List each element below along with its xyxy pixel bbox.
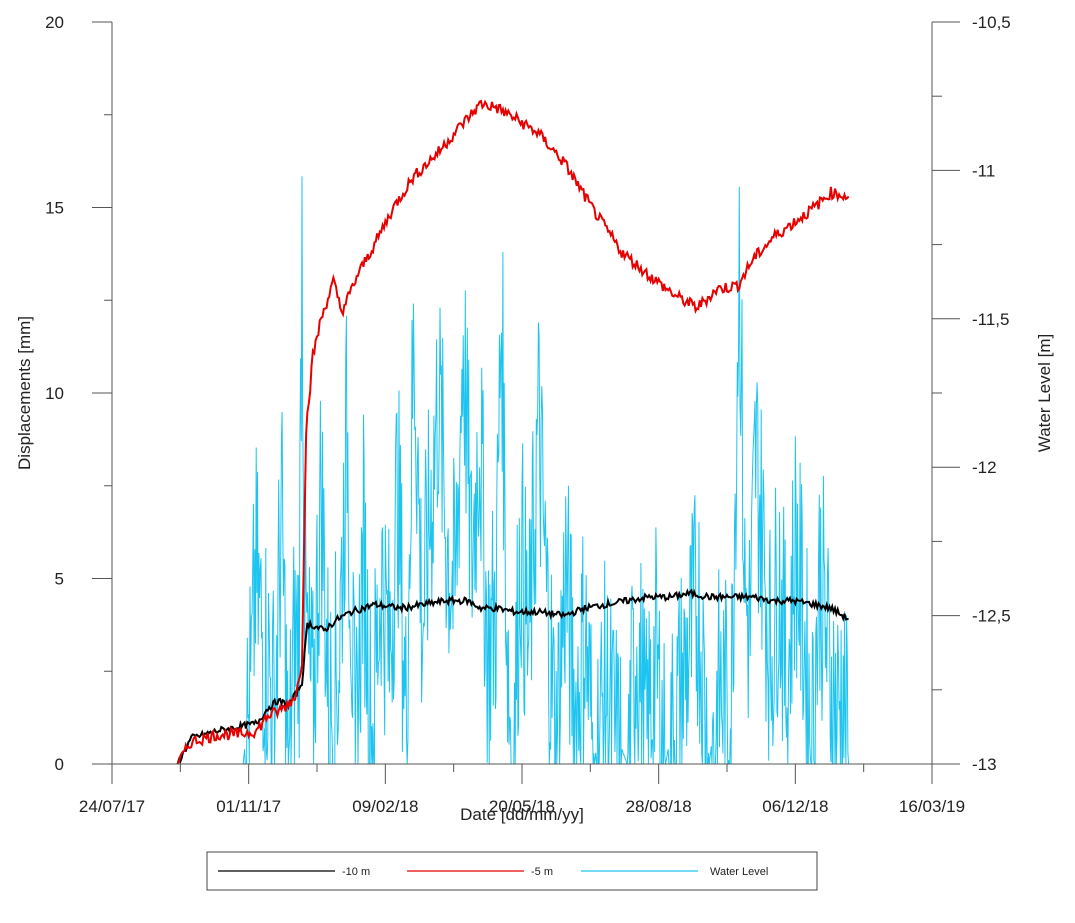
y2-tick-label: -12 (972, 458, 997, 477)
x-tick-label: 01/11/17 (216, 797, 281, 816)
x-axis-title: Date [dd/mm/yy] (460, 805, 584, 824)
y-tick-label: 10 (45, 384, 64, 403)
legend-label-water-level: Water Level (710, 866, 768, 878)
plot-area (176, 99, 850, 764)
y-tick-label: 5 (55, 570, 64, 589)
x-tick-label: 24/07/17 (79, 797, 145, 816)
y-tick-label: 20 (45, 13, 64, 32)
x-tick-label: 28/08/18 (626, 797, 692, 816)
y2-tick-label: -11,5 (972, 310, 1010, 329)
minus-5m-line (176, 99, 850, 764)
x-tick-label: 16/03/19 (899, 797, 965, 816)
water-level-series (177, 176, 850, 764)
series-minus-5m (176, 99, 850, 764)
x-tick-label: 20/05/18 (489, 797, 555, 816)
y2-tick-label: -12,5 (972, 607, 1011, 626)
tick-labels: 0 5 10 15 20 -13 -12,5 -12 -11,5 -11 -10,5 24/07/17… (45, 13, 1011, 816)
y2-tick-label: -10,5 (972, 13, 1011, 32)
y-tick-label: 0 (55, 755, 64, 774)
legend-label-minus-5m: -5 m (531, 866, 553, 878)
legend-label-minus-10m: -10 m (342, 866, 370, 878)
y-tick-label: 15 (45, 199, 64, 218)
y-axis-title: Displacements [mm] (15, 316, 34, 470)
y2-tick-label: -13 (972, 755, 997, 774)
x-tick-label: 06/12/18 (762, 797, 828, 816)
legend: -10 m -5 m Water Level (206, 851, 818, 891)
x-tick-label: 09/02/18 (352, 797, 418, 816)
y2-tick-label: -11 (972, 161, 995, 180)
axes (92, 21, 960, 784)
water-level-line (177, 176, 850, 764)
y2-axis-title: Water Level [m] (1035, 334, 1054, 452)
